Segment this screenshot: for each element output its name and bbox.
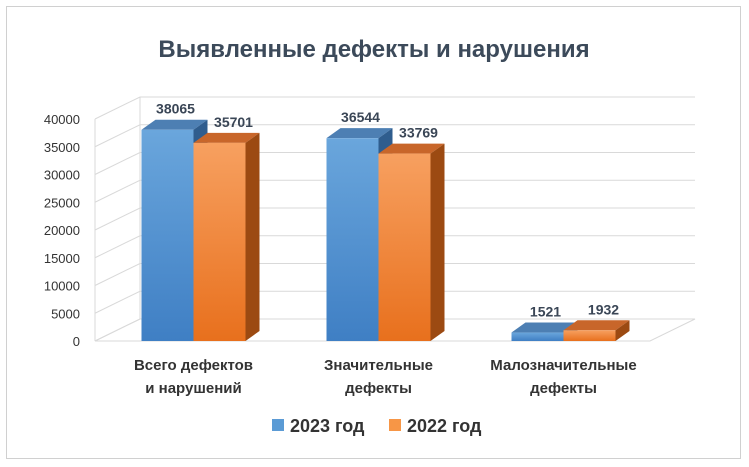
bar-top <box>141 119 208 130</box>
y-tick-label: 35000 <box>44 140 80 155</box>
x-tick-label: Малозначительные дефекты <box>490 357 636 397</box>
bar-top <box>378 143 445 154</box>
data-label: 35701 <box>214 114 253 130</box>
y-tick-label: 25000 <box>44 195 80 210</box>
bar-side <box>430 143 445 341</box>
data-label: 38065 <box>156 101 195 117</box>
y-tick-label: 40000 <box>44 112 80 127</box>
y-tick-label: 10000 <box>44 279 80 294</box>
bar-top <box>193 132 260 143</box>
legend: 2023 год 2022 год <box>272 416 482 436</box>
bar <box>511 332 564 341</box>
chart-title: Выявленные дефекты и нарушения <box>158 36 589 63</box>
data-label: 36544 <box>341 109 380 125</box>
data-label: 1521 <box>530 304 561 320</box>
bar <box>141 129 194 341</box>
bar-top <box>563 320 630 331</box>
bar-side <box>615 320 630 341</box>
bar-side <box>245 132 260 341</box>
bar-top <box>511 322 578 333</box>
grid-lines <box>94 96 696 342</box>
y-tick-label: 5000 <box>51 306 80 321</box>
x-axis-labels: Всего дефектов и нарушений Значительные деф… <box>134 357 637 397</box>
legend-swatch <box>389 419 401 431</box>
bar <box>563 330 616 341</box>
x-tick-label: Значительные дефекты <box>324 357 433 397</box>
y-tick-label: 30000 <box>44 168 80 183</box>
y-axis: 0 5000 10000 15000 20000 25000 30000 35000 40000 <box>44 112 80 349</box>
data-label: 1932 <box>588 301 619 317</box>
data-labels: 38065 35701 36544 33769 1521 1932 <box>156 101 619 320</box>
x-tick-label: Всего дефектов и нарушений <box>134 357 253 397</box>
legend-label: 2022 год <box>407 416 482 436</box>
data-label: 33769 <box>399 125 438 141</box>
legend-swatch <box>272 419 284 431</box>
bar <box>193 142 246 341</box>
y-tick-label: 20000 <box>44 223 80 238</box>
bar-top <box>326 128 393 139</box>
bar <box>326 138 379 341</box>
bars <box>141 119 630 341</box>
bar <box>378 153 431 341</box>
y-tick-label: 15000 <box>44 251 80 266</box>
y-tick-label: 0 <box>73 334 80 349</box>
legend-label: 2023 год <box>290 416 365 436</box>
